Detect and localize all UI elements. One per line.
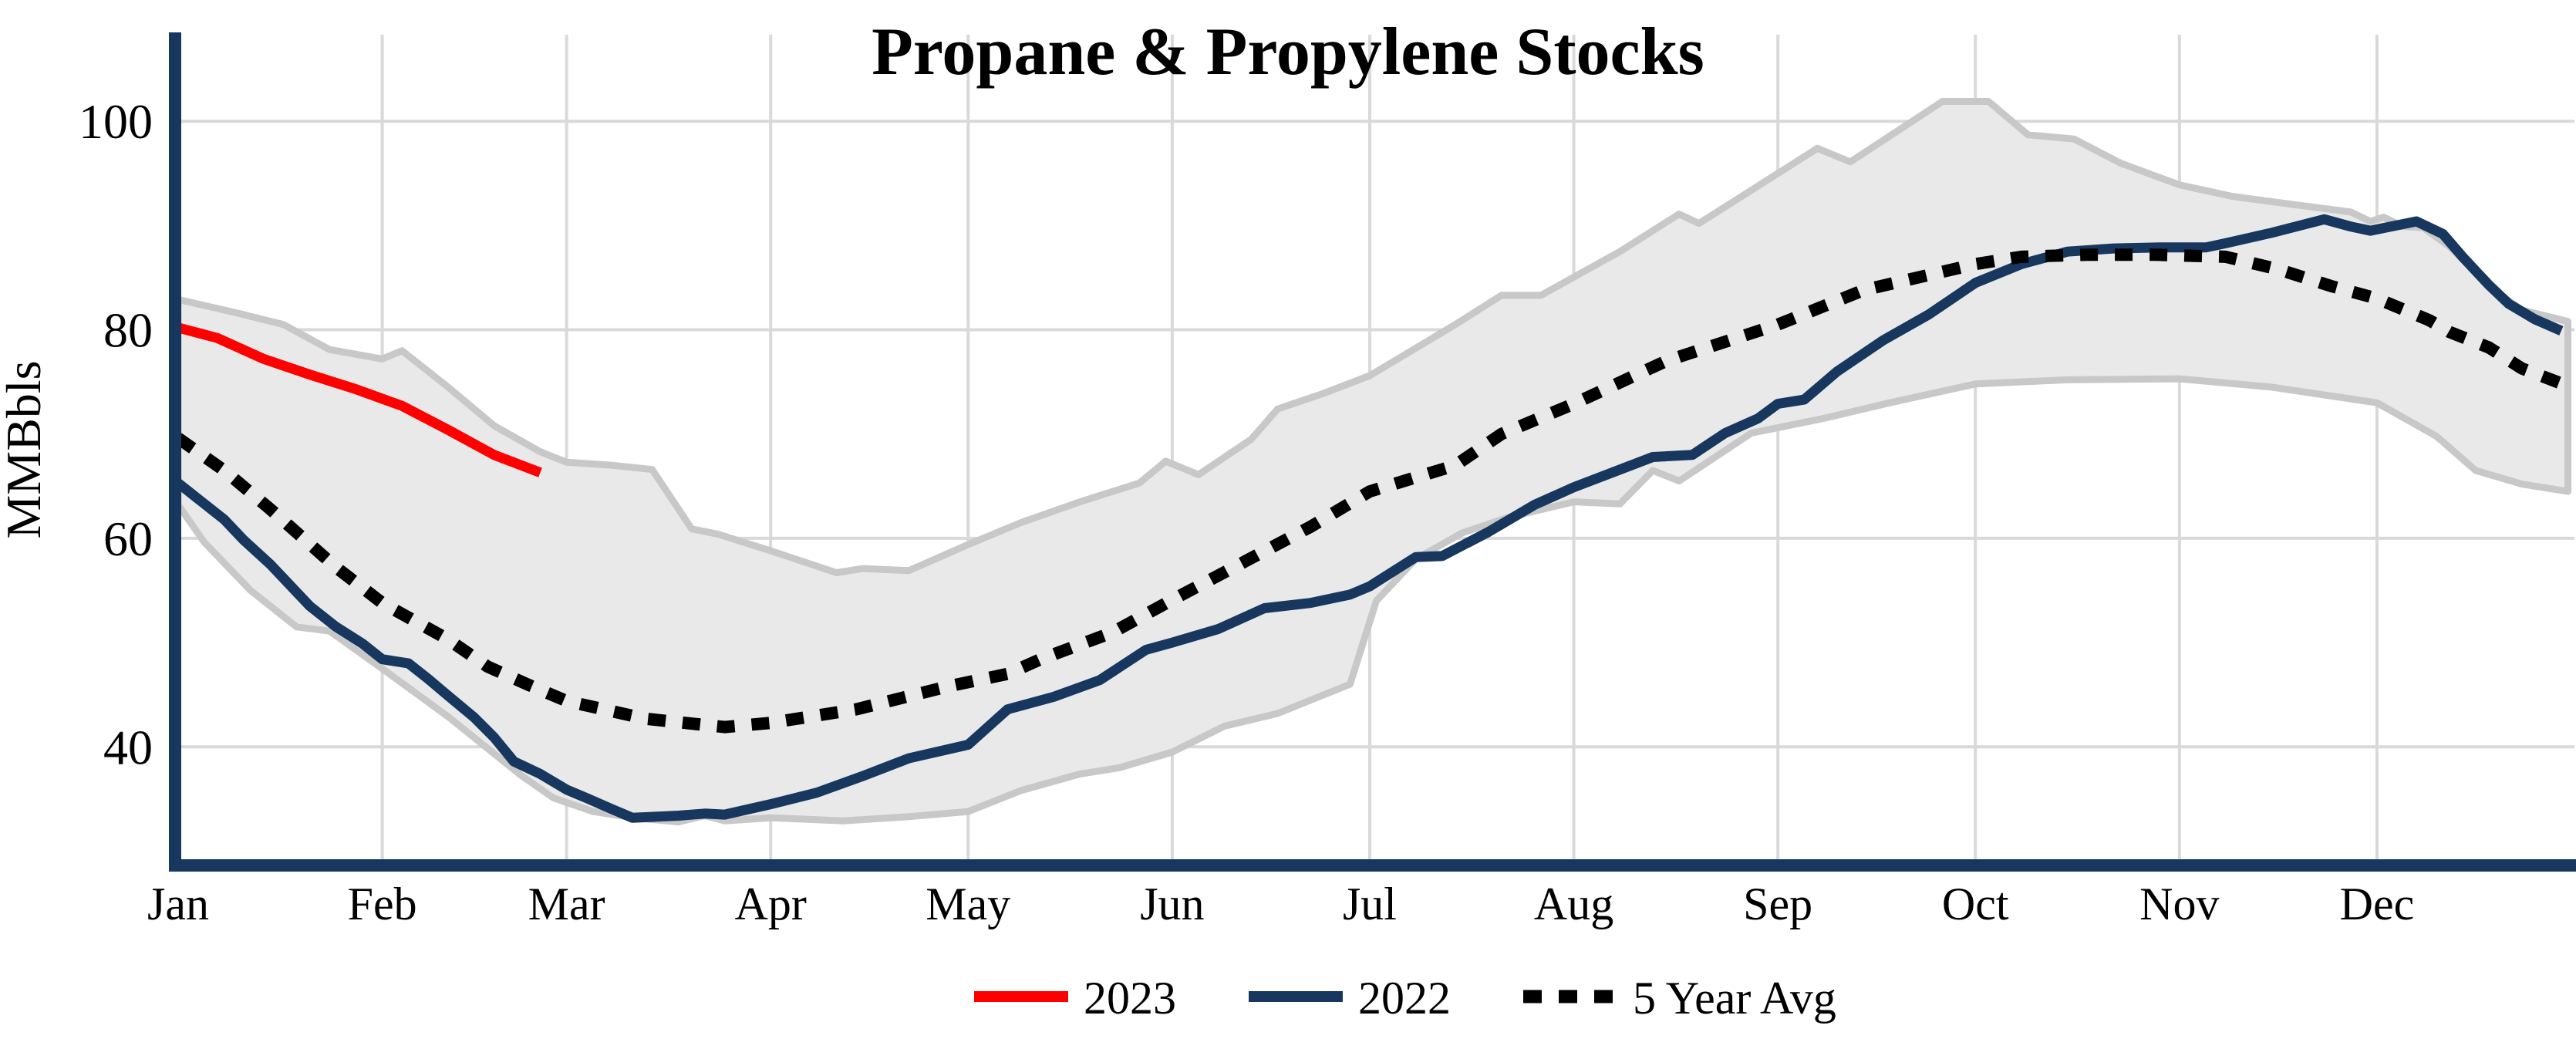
- x-tick-label-dec: Dec: [2340, 879, 2415, 929]
- x-tick-label-oct: Oct: [1942, 879, 2009, 929]
- x-axis-spine: [169, 859, 2576, 872]
- axis-layer: [169, 32, 2576, 872]
- y-tick-label-40: 40: [103, 720, 153, 774]
- chart-legend: 2023 2022 5 Year Avg: [974, 973, 1836, 1024]
- x-tick-label-nov: Nov: [2139, 879, 2219, 929]
- x-tick-label-sep: Sep: [1743, 879, 1812, 929]
- x-tick-label-may: May: [926, 879, 1010, 929]
- x-tick-label-jul: Jul: [1343, 879, 1397, 929]
- series-line-2023: [177, 322, 542, 477]
- x-tick-label-mar: Mar: [528, 879, 605, 929]
- y-tick-labels: 40 60 80 100: [79, 94, 153, 774]
- x-tick-label-jun: Jun: [1140, 879, 1204, 929]
- y-axis-label: MMBbls: [0, 360, 51, 538]
- chart-title: Propane & Propylene Stocks: [872, 15, 1704, 89]
- x-tick-label-apr: Apr: [735, 879, 807, 929]
- series-line-2022: [174, 214, 2564, 823]
- plot-layer: [174, 98, 2571, 826]
- y-tick-label-80: 80: [103, 303, 153, 358]
- y-tick-label-100: 100: [79, 94, 153, 149]
- x-tick-label-feb: Feb: [348, 879, 417, 929]
- x-tick-labels: Jan Feb Mar Apr May Jun Jul Aug Sep Oct Nov Dec: [147, 879, 2414, 929]
- y-axis-spine: [169, 32, 181, 871]
- legend-item-5-year-avg-label: 5 Year Avg: [1633, 973, 1836, 1024]
- x-tick-label-aug: Aug: [1534, 879, 1613, 929]
- legend-item-5-year-avg: 5 Year Avg: [1523, 973, 1836, 1024]
- legend-item-2022: 2022: [1249, 973, 1451, 1024]
- series-line-5-year-avg: [174, 248, 2571, 734]
- legend-item-2023-label: 2023: [1084, 973, 1176, 1024]
- y-tick-label-60: 60: [103, 511, 153, 566]
- legend-item-2023: 2023: [974, 973, 1176, 1024]
- five-year-range-band: [174, 98, 2571, 826]
- x-tick-label-jan: Jan: [147, 879, 209, 929]
- legend-item-2022-label: 2022: [1358, 973, 1451, 1024]
